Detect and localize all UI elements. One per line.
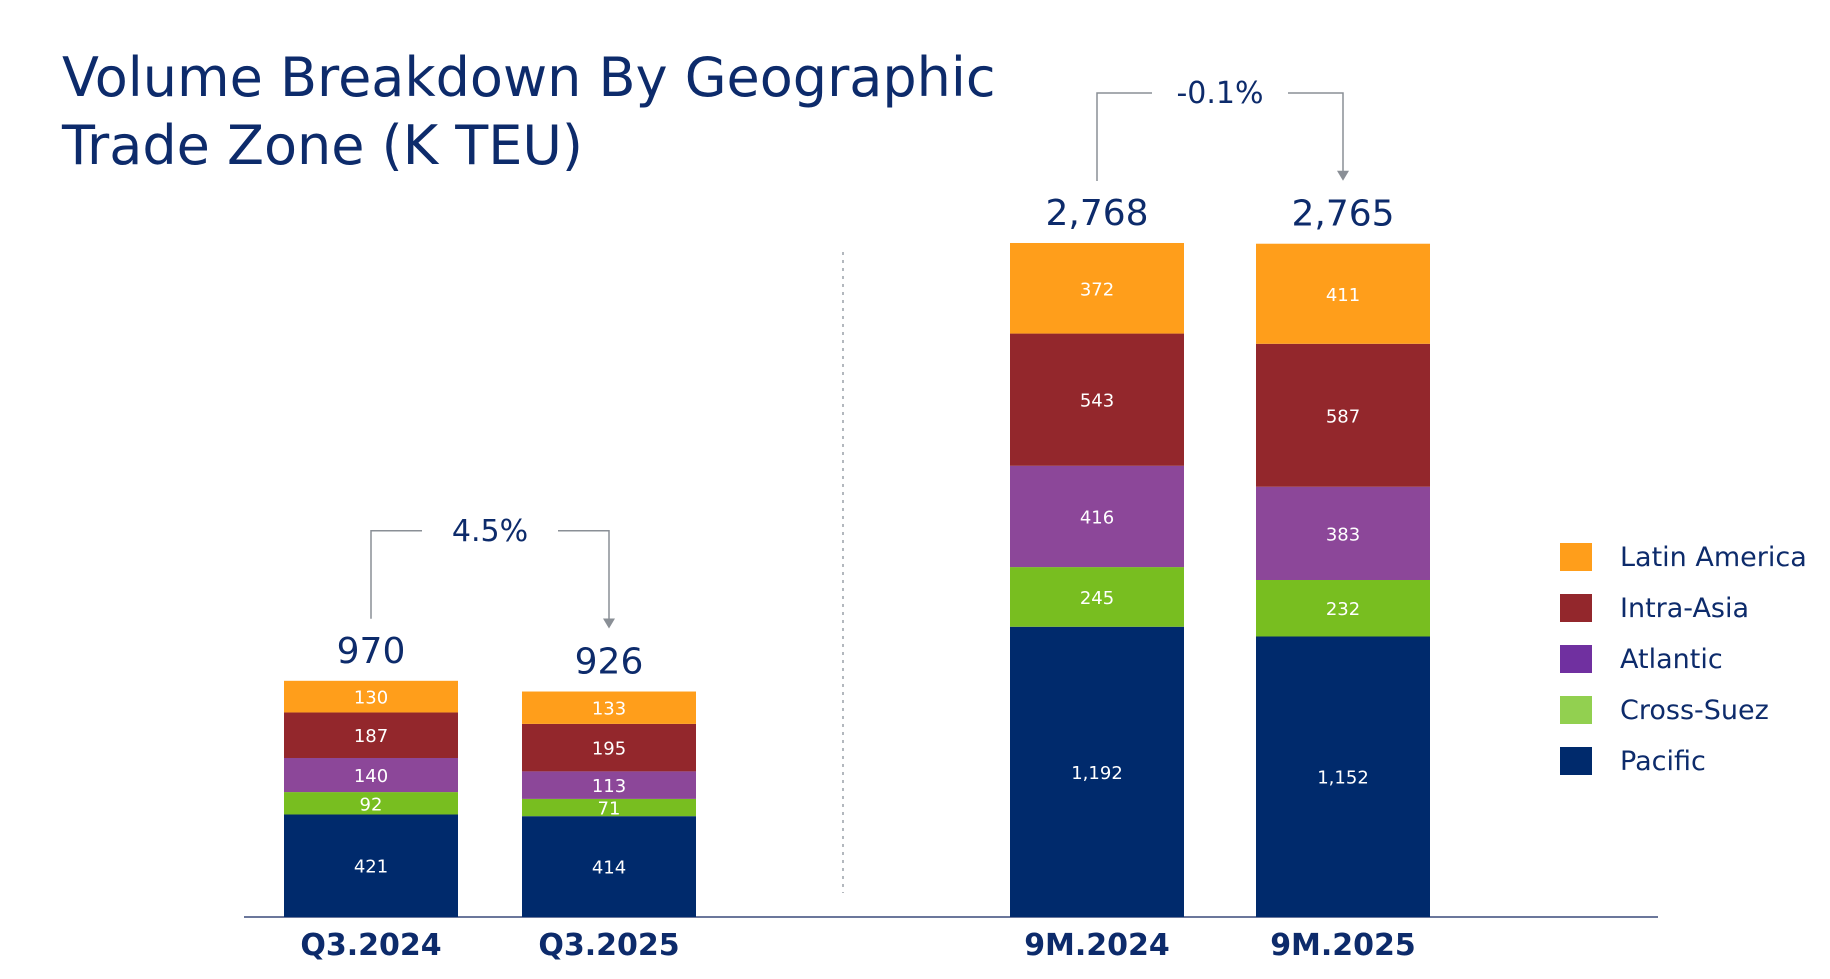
data-label-pacific-9m-2025: 1,152 [1317, 768, 1369, 789]
bar-segment-intra-asia-q3-2024 [284, 712, 458, 758]
legend: Latin America Intra-Asia Atlantic Cross-Sue… [1560, 542, 1807, 777]
data-label-pacific-q3-2025: 414 [592, 858, 626, 879]
bar-segment-intra-asia-q3-2025 [522, 723, 696, 772]
bar-segment-atlantic-q3-2025 [522, 771, 696, 799]
growth-connector-right-0 [558, 530, 610, 621]
total-label-9m-2025: 2,765 [1291, 194, 1394, 235]
legend-label-latin-america: Latin America [1620, 542, 1807, 573]
bar-segment-latin-america-9m-2025 [1256, 243, 1430, 344]
bar-segment-cross-suez-q3-2024 [284, 792, 458, 815]
legend-swatch-cross-suez [1560, 696, 1592, 724]
legend-swatch-latin-america [1560, 543, 1592, 571]
data-label-latin-america-q3-2025: 133 [592, 699, 626, 720]
total-label-q3-2025: 926 [575, 642, 644, 683]
category-label-q3-2024: Q3.2024 [300, 928, 441, 963]
data-label-intra-asia-9m-2025: 587 [1326, 406, 1360, 427]
bar-segment-atlantic-q3-2024 [284, 757, 458, 793]
bar-segment-pacific-9m-2025 [1256, 636, 1430, 917]
data-label-cross-suez-9m-2025: 232 [1326, 599, 1360, 620]
legend-label-cross-suez: Cross-Suez [1620, 695, 1769, 726]
bar-segment-pacific-q3-2024 [284, 814, 458, 917]
growth-connector-right-1 [1288, 92, 1344, 173]
data-label-pacific-q3-2024: 421 [354, 857, 388, 878]
data-label-latin-america-9m-2025: 411 [1326, 285, 1360, 306]
bar-segment-cross-suez-9m-2024 [1010, 567, 1184, 627]
growth-connector-left-0 [370, 530, 422, 619]
growth-arrow-head-1 [1337, 170, 1349, 181]
data-label-cross-suez-q3-2025: 71 [598, 799, 621, 820]
growth-connector-left-1 [1096, 92, 1152, 181]
category-label-9m-2024: 9M.2024 [1024, 928, 1170, 963]
data-label-latin-america-9m-2024: 372 [1080, 279, 1114, 300]
bar-segment-pacific-9m-2024 [1010, 626, 1184, 917]
category-label-9m-2025: 9M.2025 [1270, 928, 1416, 963]
legend-swatch-atlantic [1560, 645, 1592, 673]
legend-label-atlantic: Atlantic [1620, 644, 1723, 675]
data-label-cross-suez-9m-2024: 245 [1080, 588, 1114, 609]
bar-segment-intra-asia-9m-2025 [1256, 343, 1430, 487]
data-label-latin-america-q3-2024: 130 [354, 688, 388, 709]
bar-segment-cross-suez-9m-2025 [1256, 579, 1430, 637]
growth-label-1: -0.1% [1176, 76, 1263, 111]
total-label-9m-2024: 2,768 [1045, 193, 1148, 234]
data-label-pacific-9m-2024: 1,192 [1071, 763, 1123, 784]
bar-segment-atlantic-9m-2024 [1010, 465, 1184, 568]
legend-label-intra-asia: Intra-Asia [1620, 593, 1749, 624]
total-label-q3-2024: 970 [337, 631, 406, 672]
data-label-atlantic-9m-2024: 416 [1080, 507, 1114, 528]
data-label-intra-asia-9m-2024: 543 [1080, 391, 1114, 412]
category-label-q3-2025: Q3.2025 [538, 928, 679, 963]
data-label-atlantic-q3-2024: 140 [354, 766, 388, 787]
chart-title-line-2: Trade Zone (K TEU) [61, 114, 583, 177]
legend-swatch-intra-asia [1560, 594, 1592, 622]
data-label-atlantic-9m-2025: 383 [1326, 524, 1360, 545]
bar-segment-pacific-q3-2025 [522, 816, 696, 917]
data-label-atlantic-q3-2025: 113 [592, 776, 626, 797]
bar-segment-latin-america-q3-2024 [284, 680, 458, 713]
bar-segment-latin-america-q3-2025 [522, 691, 696, 724]
data-label-cross-suez-q3-2024: 92 [360, 794, 383, 815]
legend-swatch-pacific [1560, 747, 1592, 775]
bar-segment-latin-america-9m-2024 [1010, 242, 1184, 334]
growth-label-0: 4.5% [452, 514, 528, 549]
bar-segment-intra-asia-9m-2024 [1010, 333, 1184, 466]
chart-title-line-1: Volume Breakdown By Geographic [62, 46, 996, 109]
bar-segment-atlantic-9m-2025 [1256, 486, 1430, 580]
legend-label-pacific: Pacific [1620, 746, 1706, 777]
data-label-intra-asia-q3-2025: 195 [592, 739, 626, 760]
growth-arrow-head-0 [603, 618, 615, 629]
bar-segment-cross-suez-q3-2025 [522, 798, 696, 817]
data-label-intra-asia-q3-2024: 187 [354, 726, 388, 747]
